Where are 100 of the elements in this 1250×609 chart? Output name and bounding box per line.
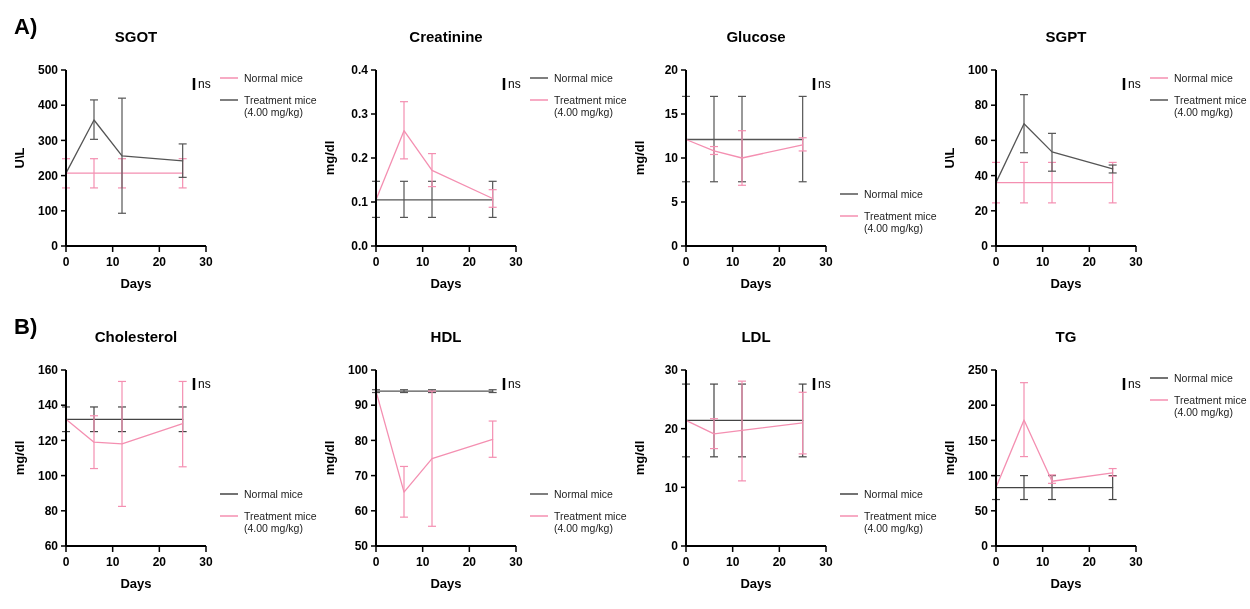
legend-label: Normal mice: [864, 188, 924, 200]
y-tick-label: 0.0: [351, 239, 369, 254]
x-tick-label: 20: [772, 555, 787, 569]
y-axis-title: mg/dl: [322, 440, 337, 476]
y-tick-label: 80: [44, 504, 59, 518]
x-tick-label: 0: [992, 555, 1000, 569]
y-axis-title: mg/dl: [12, 440, 27, 476]
x-tick-label: 10: [105, 255, 120, 269]
annotation: ns: [1128, 377, 1141, 392]
y-tick-label: 5: [671, 195, 679, 210]
y-tick-label: 30: [664, 363, 679, 378]
y-tick-label: 500: [37, 63, 59, 78]
y-axis-title: U\L: [942, 147, 957, 169]
y-tick-label: 10: [664, 151, 679, 166]
x-tick-label: 0: [372, 555, 380, 569]
y-tick-label: 0.4: [351, 63, 369, 78]
x-tick-label: 30: [1129, 555, 1143, 569]
annotation: ns: [508, 77, 521, 92]
x-axis-title: Days: [1050, 276, 1082, 291]
x-tick-label: 10: [105, 555, 120, 569]
legend-label: Treatment mice (4.00 mg/kg): [554, 94, 627, 118]
x-tick-label: 10: [725, 255, 740, 269]
chart-title: Creatinine: [409, 28, 483, 45]
y-tick-label: 90: [354, 398, 369, 413]
x-tick-label: 20: [772, 255, 787, 269]
annotation: ns: [818, 377, 831, 392]
y-axis-title: U\L: [12, 147, 27, 169]
y-tick-label: 150: [967, 433, 989, 448]
y-tick-label: 60: [354, 504, 369, 518]
x-tick-label: 30: [819, 255, 833, 269]
y-axis-title: mg/dl: [632, 140, 647, 176]
x-tick-label: 10: [1035, 555, 1050, 569]
x-tick-label: 0: [372, 255, 380, 269]
y-tick-label: 0: [981, 239, 989, 254]
legend-label: Normal mice: [554, 72, 614, 84]
legend-label: Normal mice: [864, 488, 924, 500]
y-tick-label: 0: [51, 239, 59, 254]
legend-label: Treatment mice (4.00 mg/kg): [864, 510, 937, 534]
x-tick-label: 0: [62, 555, 70, 569]
y-tick-label: 0: [671, 239, 679, 254]
legend-label: Normal mice: [1174, 72, 1234, 84]
x-tick-label: 20: [462, 555, 477, 569]
y-tick-label: 20: [974, 204, 989, 218]
y-tick-label: 100: [37, 468, 59, 483]
x-tick-label: 20: [1082, 255, 1097, 269]
annotation: ns: [198, 77, 211, 92]
y-tick-label: 0.1: [351, 195, 369, 210]
y-tick-label: 120: [37, 433, 59, 448]
x-tick-label: 10: [725, 555, 740, 569]
y-tick-label: 10: [664, 480, 679, 495]
y-tick-label: 15: [664, 107, 679, 122]
x-axis-title: Days: [430, 276, 462, 291]
chart-title: Cholesterol: [94, 328, 178, 345]
chart-title: LDL: [741, 328, 771, 345]
chart-title: Glucose: [726, 28, 786, 45]
x-tick-label: 30: [819, 555, 833, 569]
y-axis-title: mg/dl: [942, 440, 957, 476]
y-tick-label: 50: [354, 539, 369, 554]
y-tick-label: 70: [354, 468, 369, 483]
x-tick-label: 0: [682, 555, 690, 569]
y-tick-label: 20: [664, 421, 679, 436]
y-tick-label: 0: [671, 539, 679, 554]
legend-label: Normal mice: [554, 488, 614, 500]
y-tick-label: 40: [974, 168, 989, 183]
x-tick-label: 30: [509, 255, 523, 269]
chart-title: HDL: [430, 328, 462, 345]
legend-label: Treatment mice (4.00 mg/kg): [244, 510, 317, 534]
annotation: ns: [818, 77, 831, 92]
chart-subtitle: A): [14, 14, 38, 39]
x-tick-label: 0: [682, 255, 690, 269]
legend-label: Treatment mice (4.00 mg/kg): [554, 510, 627, 534]
legend-label: Treatment mice (4.00 mg/kg): [864, 210, 937, 234]
annotation: ns: [508, 377, 521, 392]
y-tick-label: 20: [664, 63, 679, 78]
x-tick-label: 10: [1035, 255, 1050, 269]
x-tick-label: 30: [509, 555, 523, 569]
x-tick-label: 0: [62, 255, 70, 269]
x-tick-label: 10: [415, 555, 430, 569]
y-tick-label: 80: [974, 98, 989, 113]
y-axis-title: mg/dl: [632, 440, 647, 476]
y-tick-label: 50: [974, 504, 989, 518]
annotation: ns: [198, 377, 211, 392]
y-tick-label: 60: [974, 133, 989, 148]
annotation: ns: [1128, 77, 1141, 92]
legend-label: Normal mice: [244, 72, 304, 84]
y-tick-label: 200: [37, 168, 59, 183]
y-tick-label: 250: [967, 363, 989, 378]
legend-label: Normal mice: [1174, 372, 1234, 384]
x-axis-title: Days: [1050, 576, 1082, 591]
y-tick-label: 0: [981, 539, 989, 554]
x-axis-title: Days: [120, 576, 152, 591]
x-axis-title: Days: [740, 576, 772, 591]
x-tick-label: 20: [462, 255, 477, 269]
x-tick-label: 30: [199, 255, 213, 269]
y-tick-label: 0.3: [351, 107, 369, 122]
x-axis-title: Days: [120, 276, 152, 291]
y-tick-label: 100: [967, 468, 989, 483]
x-tick-label: 20: [152, 255, 167, 269]
legend-label: Normal mice: [244, 488, 304, 500]
chart-title: TG: [1055, 328, 1077, 345]
